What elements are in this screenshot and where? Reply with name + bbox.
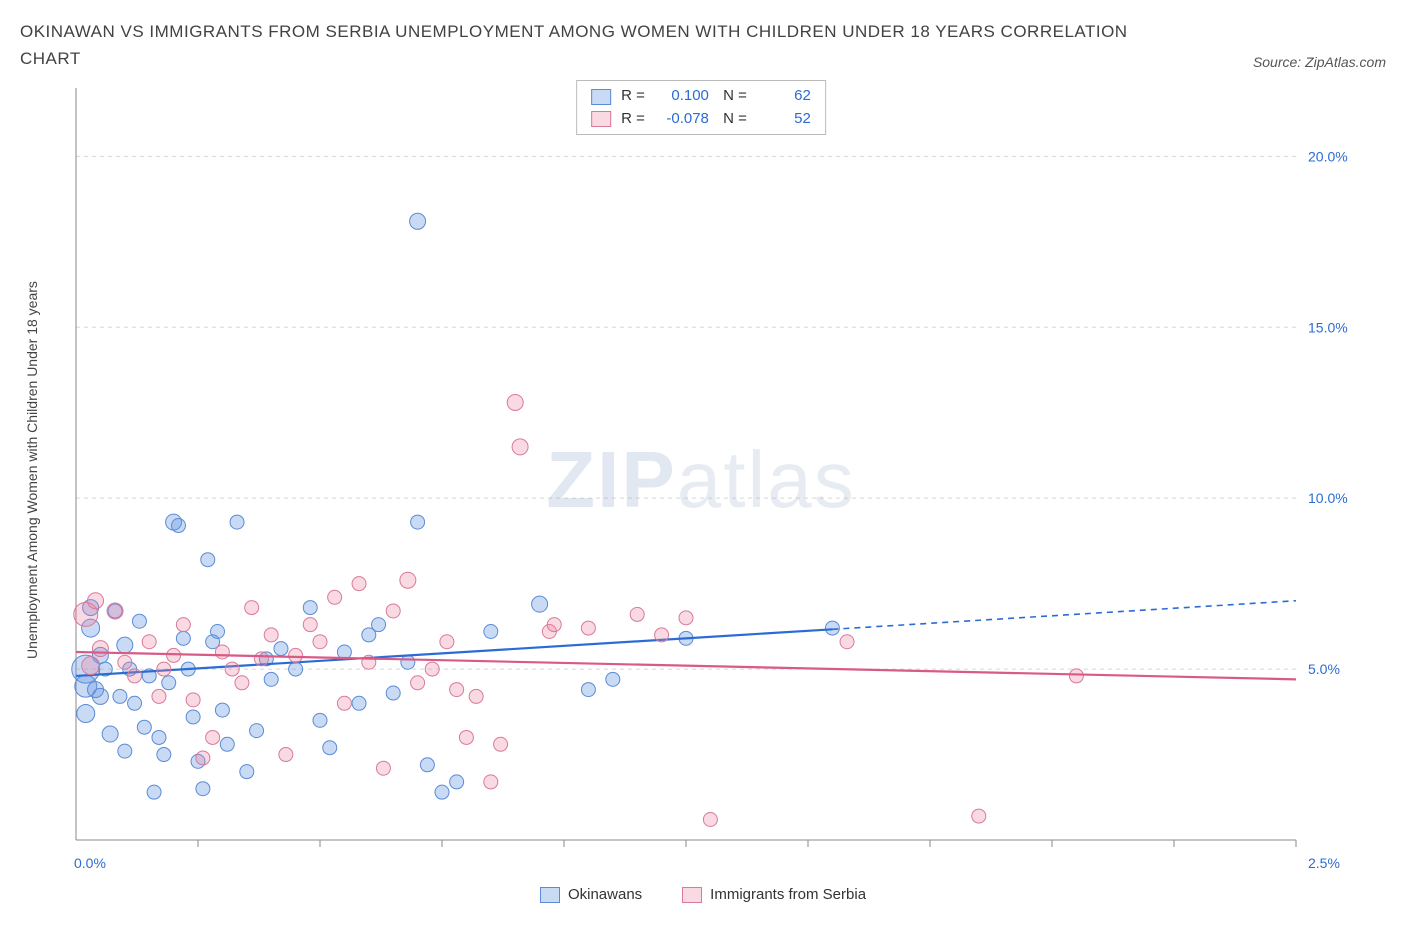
chart-container: Unemployment Among Women with Children U… bbox=[20, 80, 1386, 880]
legend-label-1: Immigrants from Serbia bbox=[710, 886, 866, 903]
legend-item-okinawans: Okinawans bbox=[540, 886, 642, 903]
svg-text:0.0%: 0.0% bbox=[74, 855, 106, 871]
stats-box: R = 0.100 N = 62 R = -0.078 N = 52 bbox=[576, 80, 826, 135]
svg-text:10.0%: 10.0% bbox=[1308, 491, 1348, 507]
svg-text:20.0%: 20.0% bbox=[1308, 149, 1348, 165]
legend-label-0: Okinawans bbox=[568, 886, 642, 903]
legend-bottom: Okinawans Immigrants from Serbia bbox=[20, 886, 1386, 903]
legend-swatch-okinawans bbox=[540, 887, 560, 903]
stat-n-label: N = bbox=[719, 108, 747, 131]
stat-n-value-1: 52 bbox=[757, 108, 811, 131]
svg-text:15.0%: 15.0% bbox=[1308, 320, 1348, 336]
swatch-okinawans bbox=[591, 89, 611, 105]
swatch-serbia bbox=[591, 111, 611, 127]
stats-row-okinawans: R = 0.100 N = 62 bbox=[591, 85, 811, 108]
scatter-plot-svg: 5.0% 10.0% 15.0% 20.0% 0.0% 2.5% bbox=[46, 80, 1356, 880]
legend-item-serbia: Immigrants from Serbia bbox=[682, 886, 866, 903]
source-text: Source: ZipAtlas.com bbox=[1253, 54, 1386, 72]
svg-text:2.5%: 2.5% bbox=[1308, 855, 1340, 871]
stat-n-value-0: 62 bbox=[757, 85, 811, 108]
plot-area: 5.0%10.0%15.0%20.0%0.0%2.5% ZIPatlas R =… bbox=[46, 80, 1356, 880]
stat-r-label: R = bbox=[621, 108, 645, 131]
svg-text:5.0%: 5.0% bbox=[1308, 661, 1340, 677]
legend-swatch-serbia bbox=[682, 887, 702, 903]
stat-r-label: R = bbox=[621, 85, 645, 108]
header: OKINAWAN VS IMMIGRANTS FROM SERBIA UNEMP… bbox=[20, 18, 1386, 72]
chart-title: OKINAWAN VS IMMIGRANTS FROM SERBIA UNEMP… bbox=[20, 18, 1140, 72]
stat-n-label: N = bbox=[719, 85, 747, 108]
stat-r-value-1: -0.078 bbox=[655, 108, 709, 131]
stat-r-value-0: 0.100 bbox=[655, 85, 709, 108]
y-axis-label: Unemployment Among Women with Children U… bbox=[20, 80, 40, 860]
stats-row-serbia: R = -0.078 N = 52 bbox=[591, 108, 811, 131]
